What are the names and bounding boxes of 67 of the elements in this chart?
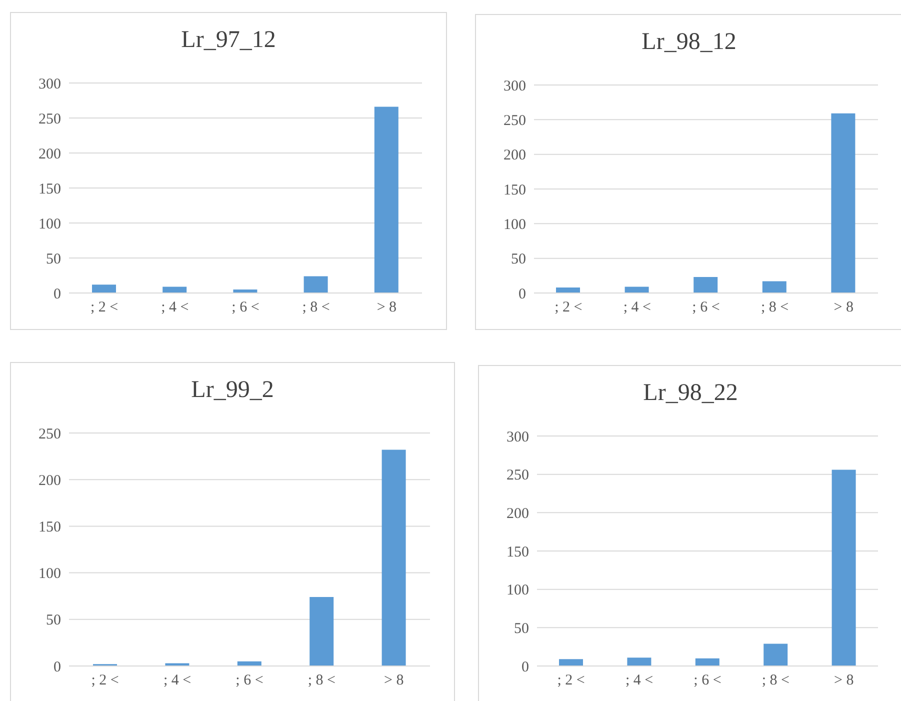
bar bbox=[92, 284, 116, 293]
y-tick-label: 0 bbox=[522, 659, 529, 676]
y-tick-label: 250 bbox=[38, 111, 61, 128]
y-tick-label: 200 bbox=[506, 506, 529, 522]
x-tick-label: ; 2 < bbox=[90, 300, 118, 316]
bar bbox=[556, 287, 580, 293]
y-tick-label: 200 bbox=[38, 472, 61, 489]
x-tick-label: ; 4 < bbox=[623, 300, 652, 316]
y-tick-label: 200 bbox=[504, 148, 526, 164]
bar bbox=[162, 286, 187, 293]
x-tick-label: > 8 bbox=[376, 300, 397, 316]
y-tick-label: 150 bbox=[506, 544, 529, 560]
x-tick-label: ; 4 < bbox=[625, 672, 654, 689]
bar bbox=[382, 450, 406, 666]
bar bbox=[559, 659, 583, 666]
x-tick-label: ; 4 < bbox=[161, 300, 189, 316]
bar bbox=[764, 644, 788, 666]
y-tick-label: 0 bbox=[518, 286, 526, 302]
x-tick-label: ; 6 < bbox=[236, 672, 264, 689]
y-tick-label: 100 bbox=[506, 582, 529, 599]
y-tick-label: 0 bbox=[54, 659, 61, 676]
y-tick-label: 50 bbox=[46, 612, 61, 629]
bar bbox=[627, 658, 652, 666]
y-tick-label: 100 bbox=[38, 566, 61, 582]
bar bbox=[165, 663, 190, 666]
x-tick-label: ; 2 < bbox=[91, 672, 119, 689]
x-tick-label: > 8 bbox=[834, 300, 854, 316]
y-tick-label: 250 bbox=[38, 426, 61, 442]
bar bbox=[762, 281, 786, 293]
y-tick-label: 100 bbox=[38, 216, 61, 232]
bar bbox=[304, 276, 328, 293]
y-tick-label: 50 bbox=[514, 620, 529, 637]
y-tick-label: 300 bbox=[506, 429, 529, 446]
y-tick-label: 150 bbox=[38, 520, 61, 536]
x-tick-label: > 8 bbox=[384, 672, 404, 689]
chart-title: Lr_99_2 bbox=[190, 377, 275, 404]
y-tick-label: 100 bbox=[504, 216, 526, 233]
x-tick-label: ; 6 < bbox=[694, 672, 722, 689]
bar bbox=[374, 106, 398, 293]
y-tick-label: 50 bbox=[46, 251, 61, 268]
x-tick-label: > 8 bbox=[834, 672, 854, 689]
x-tick-label: ; 8 < bbox=[302, 300, 330, 316]
bar bbox=[695, 658, 720, 666]
x-tick-label: ; 2 < bbox=[557, 672, 585, 689]
x-tick-label: ; 6 < bbox=[692, 300, 720, 316]
y-tick-label: 300 bbox=[38, 76, 61, 92]
x-tick-label: ; 8 < bbox=[762, 672, 790, 689]
y-tick-label: 150 bbox=[504, 182, 526, 198]
chart-title: Lr_97_12 bbox=[180, 27, 277, 54]
y-tick-label: 300 bbox=[504, 78, 526, 94]
y-tick-label: 50 bbox=[511, 252, 526, 268]
x-tick-label: ; 4 < bbox=[163, 672, 192, 689]
bar bbox=[310, 597, 334, 666]
x-tick-label: ; 6 < bbox=[232, 300, 260, 316]
x-tick-label: ; 8 < bbox=[308, 672, 336, 689]
y-tick-label: 250 bbox=[504, 112, 526, 129]
chart-title: Lr_98_12 bbox=[640, 29, 738, 56]
bar bbox=[831, 113, 856, 293]
chart-title: Lr_98_22 bbox=[642, 380, 739, 407]
y-tick-label: 150 bbox=[38, 181, 61, 198]
x-tick-label: ; 8 < bbox=[760, 300, 789, 316]
bar bbox=[694, 277, 718, 293]
bar bbox=[832, 470, 856, 666]
x-tick-label: ; 2 < bbox=[554, 300, 582, 316]
y-tick-label: 250 bbox=[506, 468, 529, 484]
y-tick-label: 200 bbox=[38, 146, 61, 162]
y-tick-label: 0 bbox=[54, 286, 61, 302]
